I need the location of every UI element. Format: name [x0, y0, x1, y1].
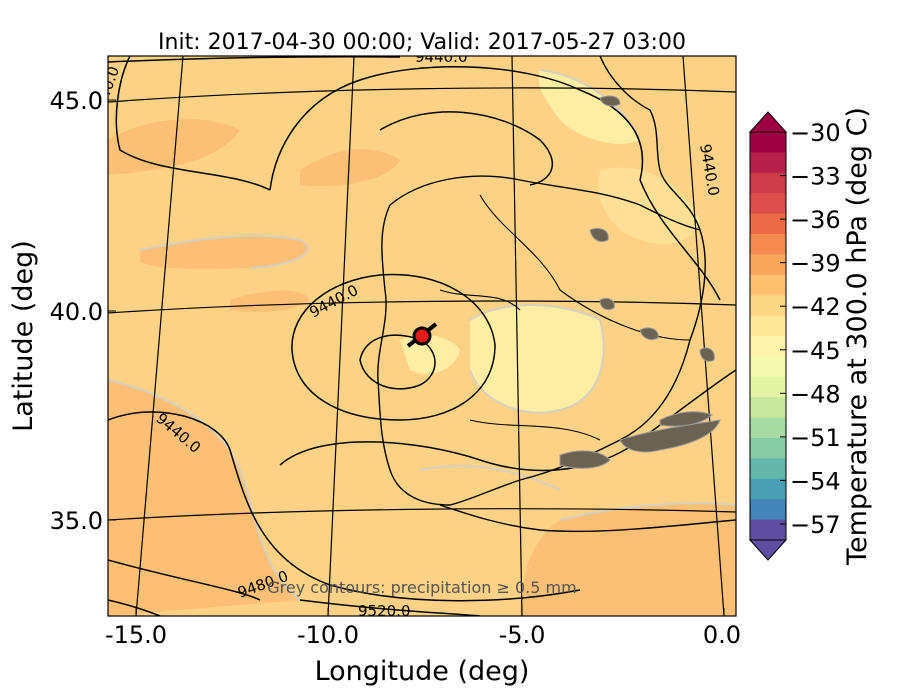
colorbar-segment	[750, 274, 786, 296]
colorbar-segments	[750, 132, 786, 541]
x-axis-ticks	[135, 608, 725, 616]
y-tick-label: 40.0	[50, 298, 103, 326]
colorbar-label: Temperature at 300.0 hPa (deg C)	[842, 107, 873, 566]
graticule	[108, 56, 736, 616]
contour-label: 9520.0	[358, 602, 411, 620]
x-tick-label: -15.0	[105, 621, 167, 649]
colorbar-tick-label: −36	[790, 206, 841, 234]
colorbar-segment	[750, 295, 786, 317]
colorbar-segment	[750, 234, 786, 255]
warm-temperature-region	[300, 149, 400, 187]
x-tick-label: 0.0	[703, 621, 741, 649]
colorbar-tick-label: −45	[790, 337, 841, 365]
colorbar-segment	[750, 172, 786, 194]
x-tick-label: -10.0	[297, 621, 359, 649]
coastline-iberia	[377, 175, 706, 506]
station-marker	[412, 326, 432, 346]
contour-label: 9440.0	[415, 48, 468, 66]
colorbar-segment	[750, 193, 786, 215]
colorbar-top-extension	[748, 111, 788, 133]
colorbar-tick-label: −51	[790, 424, 841, 452]
y-axis-ticks	[108, 99, 116, 521]
y-tick-label: 35.0	[50, 507, 103, 535]
map-panel: 9440.0 9440.0 9440.0 9440.0 9480.0 9520.…	[108, 48, 736, 620]
colorbar-segment	[750, 336, 786, 357]
colorbar-segment	[750, 152, 786, 174]
figure-title: Init: 2017-04-30 00:00; Valid: 2017-05-2…	[158, 30, 686, 55]
warm-temperature-region	[230, 290, 310, 312]
colorbar-tick-label: −39	[790, 250, 841, 278]
colorbar-segment	[750, 417, 786, 439]
precipitation-contour-note: Grey contours: precipitation ≥ 0.5 mm	[267, 578, 576, 597]
cool-temperature-region	[470, 305, 604, 413]
y-tick-label: 45.0	[50, 87, 103, 115]
colorbar-bottom-extension	[748, 539, 788, 561]
precipitation-patches	[559, 95, 721, 469]
colorbar-segment	[750, 356, 786, 378]
colorbar-segment	[750, 397, 786, 419]
colorbar-segment	[750, 499, 786, 521]
border-lines	[439, 194, 691, 441]
warm-temperature-region	[108, 119, 240, 175]
warm-temperature-region	[108, 380, 300, 616]
cool-temperature-region	[400, 334, 460, 374]
colorbar-tick-label: −33	[790, 163, 841, 191]
coastline-france	[599, 56, 701, 231]
colorbar-tick-label: −42	[790, 293, 841, 321]
colorbar-segment	[750, 132, 786, 153]
colorbar-segment	[750, 376, 786, 398]
colorbar-segment	[750, 213, 786, 235]
colorbar-ticks: −30 −33 −36 −39 −42 −45 −48 −51 −54 −57	[780, 119, 841, 539]
colorbar-segment	[750, 478, 786, 500]
warm-temperature-region	[140, 235, 308, 270]
coastline-north-africa	[439, 504, 736, 533]
cool-temperature-region	[598, 167, 700, 244]
y-axis-label: Latitude (deg)	[8, 240, 39, 432]
colorbar-segment	[750, 254, 786, 276]
colorbar-segment	[750, 315, 786, 337]
colorbar-segment	[750, 438, 786, 459]
colorbar-segment	[750, 519, 786, 541]
geopotential-contours	[108, 56, 736, 616]
colorbar-tick-label: −54	[790, 467, 841, 495]
colorbar-tick-label: −30	[790, 119, 841, 147]
map-frame	[107, 55, 737, 617]
colorbar-tick-label: −48	[790, 380, 841, 408]
colorbar: −30 −33 −36 −39 −42 −45 −48 −51 −54 −57 Temperatu…	[748, 107, 873, 566]
colorbar-tick-label: −57	[790, 511, 841, 539]
x-axis-label: Longitude (deg)	[315, 656, 530, 687]
colorbar-segment	[750, 458, 786, 480]
x-tick-label: -5.0	[499, 621, 546, 649]
colorbar-frame	[749, 131, 787, 541]
